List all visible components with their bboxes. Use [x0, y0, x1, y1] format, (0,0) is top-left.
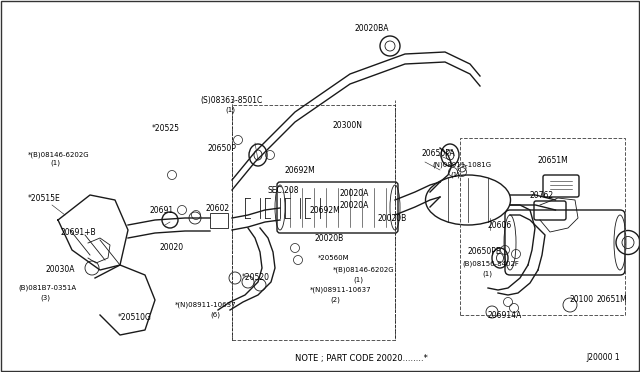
Text: 20020: 20020 [160, 244, 184, 253]
Text: 20300N: 20300N [333, 121, 363, 129]
Text: 20020A: 20020A [340, 201, 369, 209]
Text: *(N)08911-10637: *(N)08911-10637 [175, 302, 237, 308]
Text: 20030A: 20030A [45, 266, 74, 275]
Text: (1): (1) [450, 172, 460, 178]
Text: (S)08363-8501C: (S)08363-8501C [200, 96, 262, 105]
Text: 20100: 20100 [570, 295, 594, 305]
Text: J20000 1: J20000 1 [586, 353, 620, 362]
Text: (B)08156-8402F: (B)08156-8402F [462, 261, 519, 267]
Text: *(B)08146-6202G: *(B)08146-6202G [333, 267, 395, 273]
Text: 20650PA: 20650PA [422, 148, 456, 157]
Bar [232, 105, 395, 340]
Text: (1): (1) [225, 107, 235, 113]
Text: *(B)08146-6202G: *(B)08146-6202G [28, 152, 90, 158]
Text: 20651M: 20651M [538, 155, 569, 164]
Text: *20560M: *20560M [318, 255, 349, 261]
Text: 20762: 20762 [530, 190, 554, 199]
Text: NOTE ; PART CODE 20020........*: NOTE ; PART CODE 20020........* [295, 353, 428, 362]
Text: (B)081B7-0351A: (B)081B7-0351A [18, 285, 76, 291]
Text: 20691: 20691 [150, 205, 174, 215]
Text: (2): (2) [330, 297, 340, 303]
Text: SEC.208: SEC.208 [268, 186, 300, 195]
Text: (1): (1) [353, 277, 363, 283]
Text: 20020BA: 20020BA [355, 23, 390, 32]
Text: (3): (3) [40, 295, 50, 301]
Text: 20651M: 20651M [597, 295, 628, 305]
Text: (6): (6) [210, 312, 220, 318]
Text: 20692M: 20692M [310, 205, 340, 215]
Text: (N)08911-1081G: (N)08911-1081G [432, 162, 491, 168]
Bar [210, 213, 228, 228]
Text: 20650P: 20650P [208, 144, 237, 153]
Text: (1): (1) [482, 271, 492, 277]
Text: *20520: *20520 [242, 273, 270, 282]
Bar [460, 138, 625, 315]
Text: 206914A: 206914A [488, 311, 522, 320]
Text: *20525: *20525 [152, 124, 180, 132]
Text: *(N)08911-10637: *(N)08911-10637 [310, 287, 372, 293]
Text: 20692M: 20692M [285, 166, 316, 174]
Text: 20606: 20606 [488, 221, 512, 230]
Text: (1): (1) [50, 160, 60, 166]
Text: 20602: 20602 [205, 203, 229, 212]
Text: *20510G: *20510G [118, 314, 152, 323]
Text: 20020B: 20020B [315, 234, 344, 243]
Text: 20020A: 20020A [340, 189, 369, 198]
Text: 20691+B: 20691+B [60, 228, 95, 237]
Text: *20515E: *20515E [28, 193, 61, 202]
Text: 20020B: 20020B [378, 214, 407, 222]
Text: 20650PB: 20650PB [468, 247, 502, 257]
